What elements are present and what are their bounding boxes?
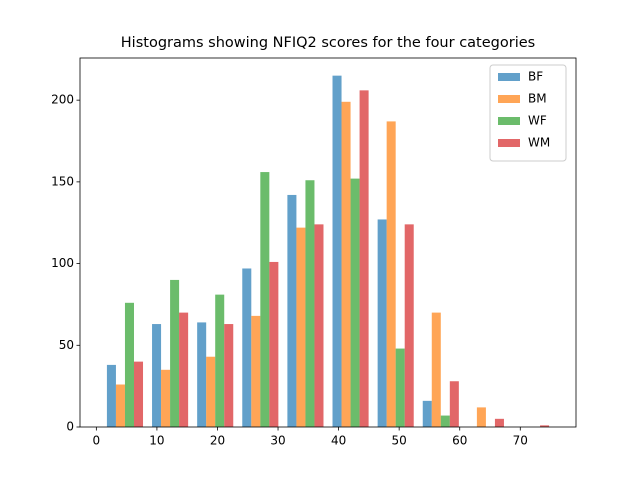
bar xyxy=(287,194,297,427)
bar xyxy=(115,384,125,427)
legend-label: WF xyxy=(528,114,547,128)
bar xyxy=(179,312,189,427)
x-tick-label: 30 xyxy=(270,434,285,448)
bar xyxy=(269,261,279,427)
bar xyxy=(332,75,342,428)
bar xyxy=(197,322,207,427)
y-tick-label: 0 xyxy=(66,420,74,434)
bar xyxy=(124,302,134,427)
legend-swatch xyxy=(498,73,520,81)
bar xyxy=(133,361,144,427)
bar xyxy=(242,268,252,427)
bar xyxy=(350,178,360,427)
bar xyxy=(161,369,171,427)
legend-swatch xyxy=(498,95,520,103)
x-tick-label: 50 xyxy=(392,434,407,448)
bar xyxy=(251,315,261,427)
x-tick-label: 20 xyxy=(210,434,225,448)
legend-label: WM xyxy=(528,136,550,150)
legend-swatch xyxy=(498,139,520,147)
bar xyxy=(449,381,459,427)
x-tick-label: 40 xyxy=(331,434,346,448)
bar xyxy=(377,219,387,427)
bar xyxy=(359,90,369,427)
bar xyxy=(305,180,315,427)
bar xyxy=(206,356,216,427)
y-tick-label: 100 xyxy=(51,256,74,270)
y-tick-label: 150 xyxy=(51,174,74,188)
bar xyxy=(106,364,116,427)
bar xyxy=(215,294,225,427)
bar xyxy=(440,415,450,427)
y-tick-label: 200 xyxy=(51,93,74,107)
x-tick-label: 60 xyxy=(452,434,467,448)
bar xyxy=(540,425,550,427)
axes-frame xyxy=(79,57,577,428)
bar xyxy=(386,121,396,427)
chart-title: Histograms showing NFIQ2 scores for the … xyxy=(121,35,535,51)
bar xyxy=(224,324,234,427)
legend-box xyxy=(489,64,567,162)
bar xyxy=(152,324,162,427)
bar xyxy=(170,279,180,427)
bar xyxy=(404,224,414,427)
x-tick-label: 70 xyxy=(513,434,528,448)
y-tick-label: 50 xyxy=(59,338,74,352)
bar xyxy=(260,172,270,427)
bar xyxy=(431,312,441,427)
x-tick-label: 0 xyxy=(93,434,101,448)
bar xyxy=(422,400,432,427)
legend-label: BF xyxy=(528,70,543,84)
bar xyxy=(296,227,306,427)
legend-swatch xyxy=(498,117,520,125)
bar xyxy=(341,101,351,428)
bar xyxy=(395,348,405,427)
bar xyxy=(314,224,324,427)
x-tick-label: 10 xyxy=(149,434,164,448)
bar xyxy=(494,418,504,427)
bar xyxy=(476,407,486,427)
legend-label: BM xyxy=(528,92,547,106)
